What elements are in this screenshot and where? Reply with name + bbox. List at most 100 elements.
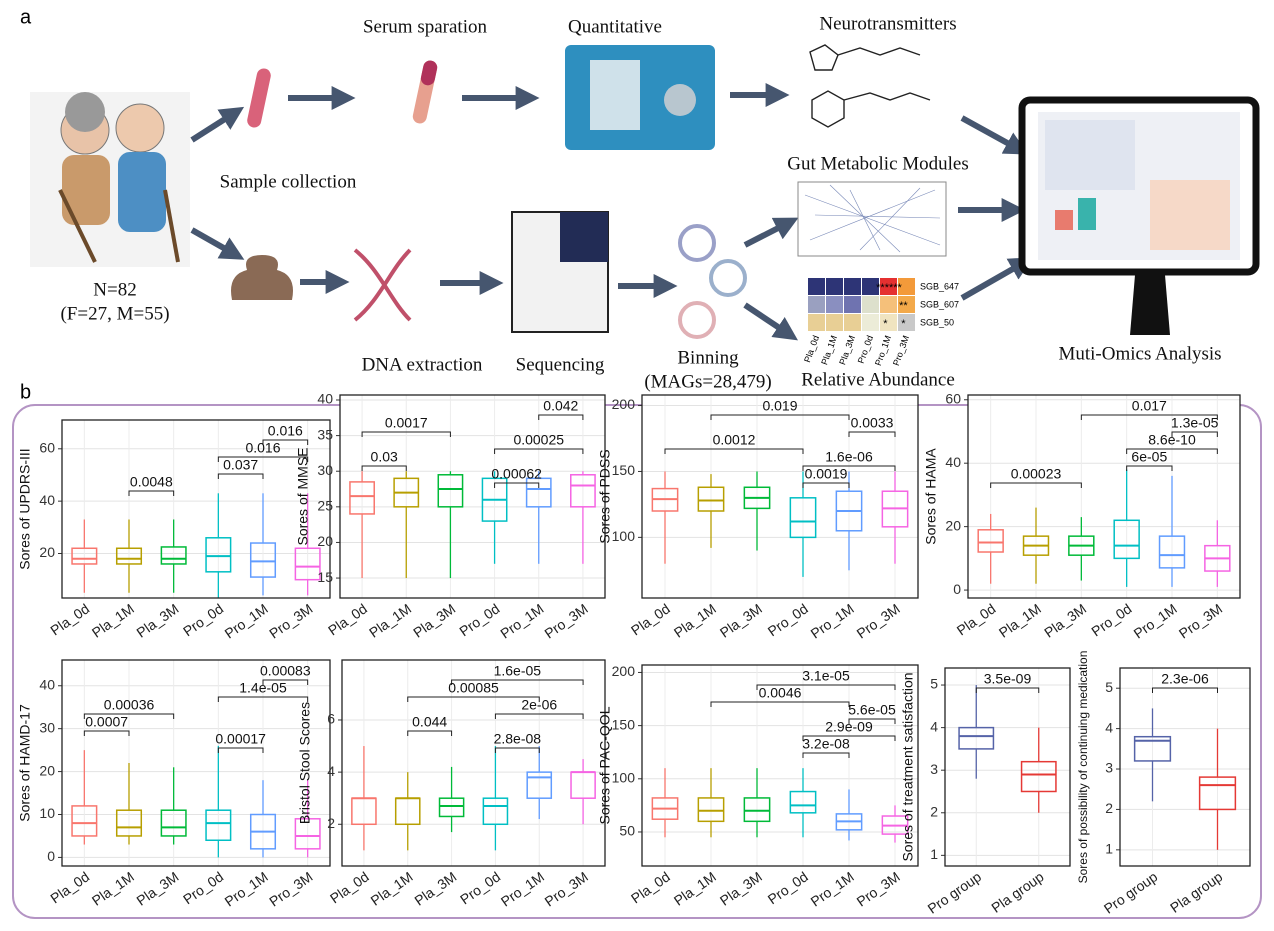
heatmap-cell xyxy=(808,296,825,313)
comparison-bracket xyxy=(128,490,175,496)
screen-plot xyxy=(1150,180,1230,250)
y-axis-title: Sores of treatment satisfaction xyxy=(900,672,916,861)
box xyxy=(205,537,232,573)
p-value: 6e-05 xyxy=(1131,449,1167,465)
x-tick-label: Pro_1M xyxy=(222,868,271,909)
label: (MAGs=28,479) xyxy=(644,371,771,392)
y-tick-label: 150 xyxy=(612,462,636,478)
y-axis-title: Sores of UPDRS-III xyxy=(17,448,33,569)
y-tick-label: 4 xyxy=(930,718,938,734)
heatmap-col-label: Pro_3M xyxy=(891,334,911,367)
heatmap-cell xyxy=(844,278,861,295)
p-value: 1.4e-05 xyxy=(239,680,287,696)
p-value: 3.1e-05 xyxy=(802,668,850,684)
x-tick-label: Pro_0d xyxy=(456,600,502,639)
y-axis-title: Sores of PDSS xyxy=(597,449,613,543)
workflow: a N=82 (F=27, M=55) Sample collection Se… xyxy=(20,6,1260,403)
x-tick-label: Pro_0d xyxy=(180,600,226,639)
x-tick-label: Pla_0d xyxy=(325,600,370,638)
label: Binning xyxy=(677,347,739,368)
p-value: 0.00036 xyxy=(104,697,155,713)
plot-frame xyxy=(341,659,606,867)
box xyxy=(71,547,98,565)
heatmap-cell xyxy=(808,314,825,331)
heatmap-star: ** xyxy=(899,300,908,312)
p-value: 0.0048 xyxy=(130,474,173,490)
plot-background xyxy=(642,395,918,598)
heatmap-cell xyxy=(808,278,825,295)
box xyxy=(1133,735,1172,762)
x-tick-label: Pro_0d xyxy=(765,600,811,639)
heatmap-col-label: Pla_3M xyxy=(837,334,857,366)
plot-frame xyxy=(641,394,919,599)
y-tick-label: 30 xyxy=(39,719,55,735)
participants: N=82 xyxy=(93,279,136,300)
x-tick-label: Pro group xyxy=(925,868,985,916)
comparison-bracket xyxy=(975,687,1040,693)
box xyxy=(789,790,817,814)
heatmap: SGB_647SGB_607SGB_50Pla_0dPla_1MPla_3MPr… xyxy=(802,278,959,367)
comparison-bracket xyxy=(361,465,407,471)
x-tick-label: Pro_1M xyxy=(1131,600,1180,641)
y-tick-label: 150 xyxy=(612,716,636,732)
p-value: 0.016 xyxy=(245,440,280,456)
p-value: 0.042 xyxy=(543,398,578,414)
heatmap-cell xyxy=(898,278,915,295)
comparison-bracket xyxy=(217,747,264,753)
y-tick-label: 40 xyxy=(317,391,333,407)
comparison-bracket xyxy=(217,473,264,479)
x-tick-label: Pro_1M xyxy=(498,868,547,909)
box xyxy=(438,797,465,818)
x-tick-label: Pro_0d xyxy=(765,868,811,907)
y-tick-label: 0 xyxy=(47,848,55,864)
arrows xyxy=(190,83,1034,341)
monitor-stand xyxy=(1130,275,1170,335)
y-tick-label: 20 xyxy=(317,533,333,549)
comparison-bracket xyxy=(217,696,309,702)
comparison-bracket xyxy=(494,747,540,753)
box xyxy=(205,809,232,841)
x-tick-label: Pla_1M xyxy=(89,600,137,640)
comparison-bracket xyxy=(494,448,584,454)
y-tick-label: 5 xyxy=(930,676,938,692)
comparison-bracket xyxy=(802,752,850,758)
heatmap-cell xyxy=(880,296,897,313)
heatmap-col-label: Pla_0d xyxy=(802,334,821,364)
heatmap-cell xyxy=(826,314,843,331)
dna xyxy=(353,248,412,322)
y-tick-label: 60 xyxy=(39,439,55,455)
p-value: 0.00017 xyxy=(215,731,266,747)
x-tick-label: Pro_0d xyxy=(1088,600,1134,639)
box xyxy=(115,547,143,565)
heatmap-cell xyxy=(880,314,897,331)
comparison-bracket xyxy=(1126,465,1173,471)
y-tick-label: 3 xyxy=(1105,760,1113,776)
box xyxy=(977,529,1004,553)
p-value: 1.6e-06 xyxy=(825,449,873,465)
body xyxy=(62,155,110,225)
x-tick-label: Pla_3M xyxy=(133,868,181,908)
x-tick-label: Pro_1M xyxy=(808,600,857,641)
y-tick-label: 40 xyxy=(39,676,55,692)
x-tick-label: Pro_0d xyxy=(457,868,503,907)
ms-port xyxy=(664,84,696,116)
plot-frame xyxy=(944,667,1071,867)
heatmap-row-label: SGB_607 xyxy=(920,299,959,309)
p-value: 0.016 xyxy=(268,423,303,439)
p-value: 0.044 xyxy=(412,714,447,730)
x-tick-label: Pro_1M xyxy=(497,600,546,641)
p-value: 1.3e-05 xyxy=(1171,415,1219,431)
screen-table xyxy=(1045,120,1135,190)
y-tick-label: 40 xyxy=(39,492,55,508)
y-tick-label: 1 xyxy=(930,846,938,862)
p-value: 0.03 xyxy=(371,449,398,465)
heatmap-cell xyxy=(898,314,915,331)
p-value: 2.3e-06 xyxy=(1161,671,1209,687)
box xyxy=(482,797,509,826)
plot-frame xyxy=(1119,667,1251,867)
bin xyxy=(678,301,716,339)
plot-background xyxy=(340,395,605,598)
plot-frame xyxy=(641,664,919,867)
tube xyxy=(247,68,271,128)
